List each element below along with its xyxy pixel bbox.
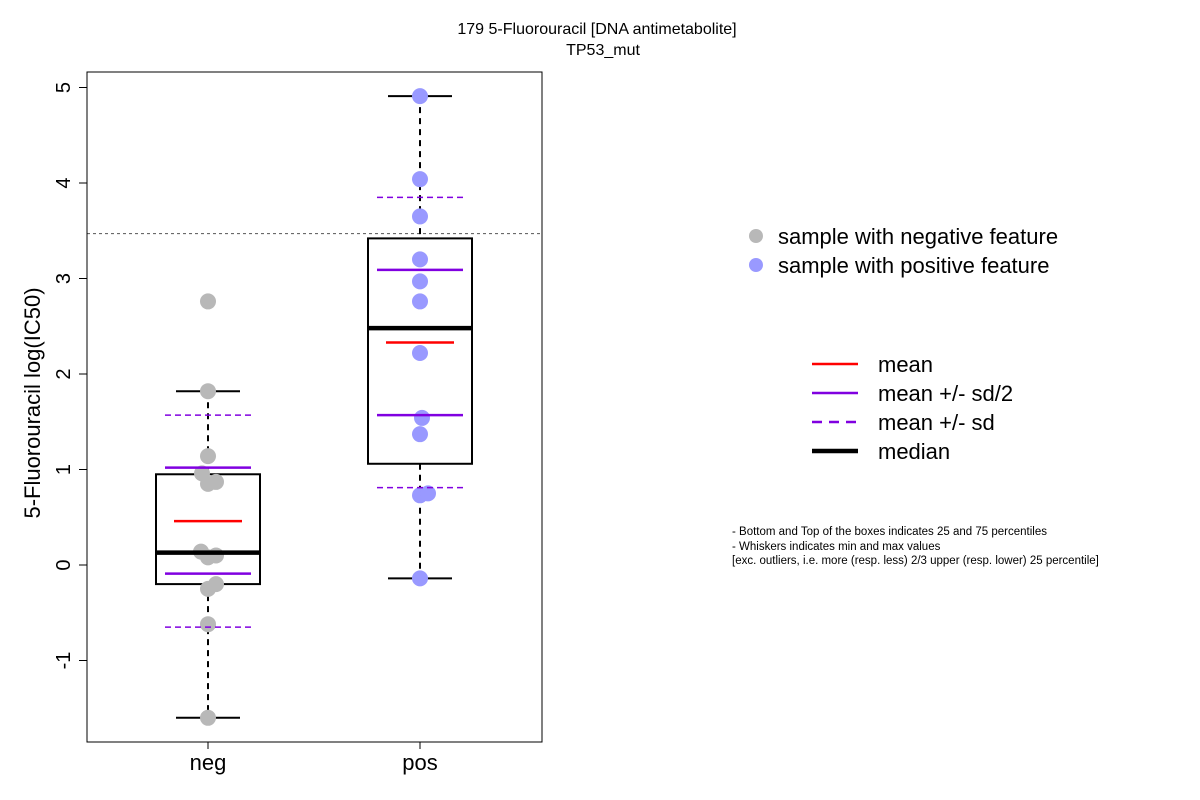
legend-point-marker	[749, 258, 763, 272]
plot-frame	[86, 71, 543, 743]
data-point	[412, 251, 428, 268]
legend-point-label: sample with negative feature	[778, 224, 1058, 249]
chart-title: 179 5-Fluorouracil [DNA antimetabolite]	[457, 21, 736, 38]
data-point	[208, 473, 224, 490]
data-point	[412, 171, 428, 188]
iqr-box	[367, 237, 473, 465]
legend-point-marker	[749, 229, 763, 243]
data-point	[200, 709, 216, 726]
data-point	[200, 448, 216, 465]
data-point	[208, 576, 224, 593]
y-tick-label: 0	[53, 559, 75, 570]
chart-subtitle: TP53_mut	[566, 42, 640, 59]
data-point	[200, 293, 216, 310]
note-line: - Bottom and Top of the boxes indicates …	[732, 526, 1047, 538]
data-point	[412, 344, 428, 361]
x-tick-label: neg	[190, 750, 227, 775]
chart-notes: - Bottom and Top of the boxes indicates …	[732, 525, 1099, 569]
data-point	[412, 273, 428, 290]
note-line: [exc. outliers, i.e. more (resp. less) 2…	[732, 555, 1099, 567]
data-point	[412, 88, 428, 105]
data-point	[200, 383, 216, 400]
x-tick-label: pos	[402, 750, 437, 775]
y-tick-label: 4	[53, 177, 75, 188]
data-point	[412, 293, 428, 310]
y-tick-label: 3	[53, 273, 75, 284]
data-point	[414, 409, 430, 426]
legend-point-label: sample with positive feature	[778, 253, 1049, 278]
y-tick-label: 5	[53, 82, 75, 93]
data-point	[412, 570, 428, 587]
data-point	[200, 616, 216, 633]
data-point	[412, 208, 428, 225]
data-point	[208, 547, 224, 564]
y-tick-label: -1	[53, 652, 75, 670]
note-line: - Whiskers indicates min and max values	[732, 540, 941, 553]
legend-line-label: mean +/- sd	[878, 410, 995, 435]
legend-line-label: median	[878, 439, 950, 464]
y-tick-label: 1	[53, 464, 75, 475]
data-point	[420, 485, 436, 502]
y-axis-label: 5-Fluorouracil log(IC50)	[20, 287, 45, 518]
y-tick-label: 2	[53, 368, 75, 379]
legend-line-label: mean +/- sd/2	[878, 381, 1013, 406]
legend-line-label: mean	[878, 352, 933, 377]
data-point	[412, 426, 428, 443]
